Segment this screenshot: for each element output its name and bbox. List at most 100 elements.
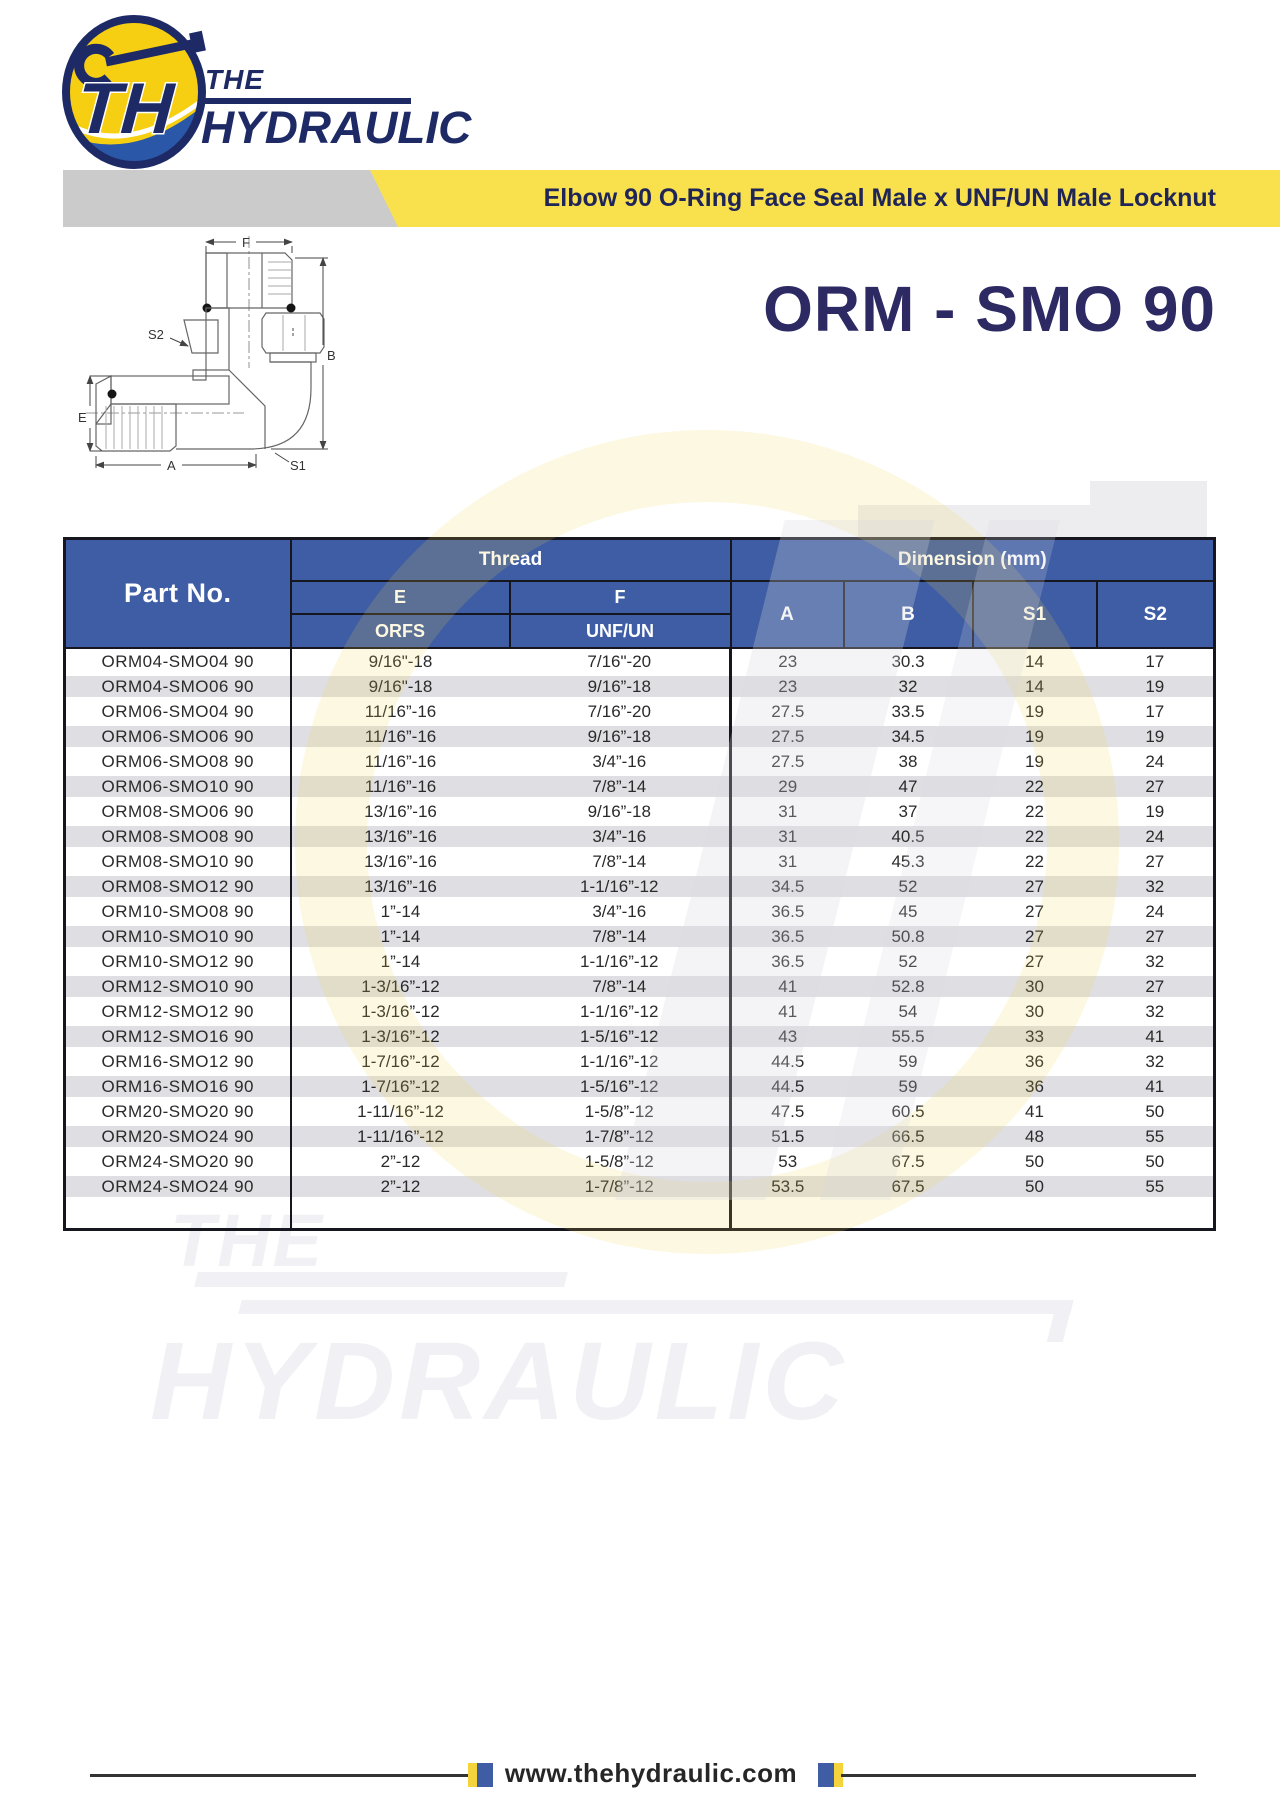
table-cell: 1-5/8”-12 (584, 1151, 654, 1171)
table-cell: 36 (972, 1074, 1097, 1099)
svg-text:TH: TH (74, 69, 177, 149)
table-cell: ORM24-SMO20 90 (101, 1151, 254, 1171)
table-cell: 50 (1145, 1101, 1165, 1121)
table-row: ORM06-SMO06 90 11/16”-16 9/16”-18 27.5 34.5 1… (64, 724, 1215, 749)
table-cell: 19 (972, 724, 1097, 749)
table-cell (973, 1199, 1097, 1230)
table-cell: 41 (729, 999, 844, 1024)
product-description-title: Elbow 90 O-Ring Face Seal Male x UNF/UN … (543, 184, 1216, 212)
table-cell: ORM10-SMO10 90 (64, 924, 291, 949)
watermark-shape (858, 505, 1207, 537)
col-header-s1: S1 (971, 580, 1098, 649)
table-cell: 52.8 (843, 974, 973, 999)
table-cell: 1-7/16”-12 (289, 1074, 510, 1099)
table-cell: 9/16”-18 (509, 674, 731, 699)
table-cell: 32 (1145, 951, 1165, 971)
footer-marker-yellow (468, 1763, 477, 1787)
parts-table-wrap: Part No. Thread Dimension (mm) E F A B S… (63, 537, 1217, 1231)
wrench-icon (74, 30, 206, 88)
table-cell: 27 (1025, 951, 1044, 971)
table-cell: 1-7/8”-12 (509, 1124, 731, 1149)
table-cell: 1”-14 (289, 949, 510, 974)
table-cell: 47 (843, 774, 973, 799)
watermark-shape (1090, 481, 1207, 505)
table-cell: 24 (1145, 751, 1165, 771)
table-cell: 7/16”-20 (587, 701, 651, 721)
table-cell: 44.5 (729, 1049, 844, 1074)
table-cell: 50 (972, 1174, 1097, 1199)
table-cell: 1-7/16”-12 (289, 1049, 510, 1074)
table-cell: 2”-12 (289, 1174, 510, 1199)
table-cell: ORM08-SMO10 90 (101, 851, 254, 871)
table-cell: 32 (1145, 1001, 1165, 1021)
table-cell: 17 (1145, 701, 1165, 721)
table-row: ORM10-SMO12 90 1”-14 1-1/16”-12 36.5 52 27 32 (65, 949, 1215, 974)
table-cell: ORM06-SMO08 90 (101, 751, 254, 771)
table-cell: 7/16"-20 (587, 651, 652, 671)
table-row: ORM24-SMO24 90 2”-12 1-7/8”-12 53.5 67.5 50 55 (64, 1174, 1215, 1199)
table-cell: ORM04-SMO04 90 (101, 651, 254, 671)
dim-label-a: A (167, 458, 176, 473)
table-row: ORM06-SMO04 90 11/16”-16 7/16”-20 27.5 33.5 1… (65, 699, 1215, 724)
table-cell: 36.5 (729, 899, 844, 924)
table-cell: 50 (1145, 1151, 1165, 1171)
website-url: www.thehydraulic.com (504, 1758, 798, 1788)
table-cell: 43 (729, 1024, 844, 1049)
table-row: ORM12-SMO16 90 1-3/16”-12 1-5/16”-12 43 55.5… (64, 1024, 1215, 1049)
table-cell: 37 (898, 801, 918, 821)
table-cell: 51.5 (729, 1124, 844, 1149)
table-cell: ORM16-SMO12 90 (101, 1051, 254, 1071)
table-cell (729, 1199, 844, 1230)
table-cell: 31 (729, 799, 844, 824)
table-cell: 53 (729, 1149, 844, 1174)
table-cell: ORM16-SMO16 90 (64, 1074, 291, 1099)
model-number-title: ORM - SMO 90 (763, 273, 1216, 345)
footer-marker-blue (818, 1763, 834, 1787)
table-cell: 1-11/16”-12 (289, 1124, 510, 1149)
table-cell: 11/16”-16 (289, 724, 510, 749)
table-cell: 1-5/16”-12 (509, 1074, 731, 1099)
table-cell: 34.5 (729, 874, 844, 899)
table-cell: 30.3 (891, 651, 925, 671)
table-cell: 1-5/8”-12 (584, 1101, 654, 1121)
table-cell: 50.8 (843, 924, 973, 949)
table-cell: ORM08-SMO08 90 (64, 824, 291, 849)
table-cell: ORM08-SMO12 90 (64, 874, 291, 899)
logo-text-hydraulic: HYDRAULIC (201, 102, 472, 153)
table-cell: 29 (729, 774, 844, 799)
table-cell: 27 (972, 924, 1097, 949)
table-cell: ORM12-SMO12 90 (101, 1001, 254, 1021)
table-row: ORM04-SMO04 90 9/16"-18 7/16"-20 23 30.3 14 17 (65, 648, 1215, 674)
table-cell: 13/16”-16 (289, 874, 510, 899)
table-cell: 33.5 (891, 701, 925, 721)
table-cell: 1-3/16”-12 (289, 974, 510, 999)
col-header-b: B (842, 580, 974, 649)
table-cell: 19 (1145, 801, 1165, 821)
table-cell: 54 (898, 1001, 918, 1021)
table-cell: 32 (843, 674, 973, 699)
col-header-part-no: Part No. (63, 537, 292, 649)
table-cell: 31 (729, 849, 844, 874)
table-cell: ORM06-SMO06 90 (64, 724, 291, 749)
watermark-bar (238, 1300, 1074, 1314)
table-cell: 22 (1025, 851, 1044, 871)
col-header-s2: S2 (1095, 580, 1216, 649)
table-cell: 52 (898, 951, 918, 971)
table-row: ORM10-SMO08 90 1”-14 3/4”-16 36.5 45 27 24 (65, 899, 1215, 924)
table-cell: 14 (1025, 651, 1044, 671)
footer-rule-left (90, 1774, 468, 1777)
table-cell: 3/4”-16 (592, 751, 647, 771)
table-cell: 27.5 (729, 699, 844, 724)
watermark-bar (194, 1272, 568, 1287)
table-cell: 32 (1096, 874, 1215, 899)
table-cell: 40.5 (843, 824, 973, 849)
table-cell: 7/8”-14 (509, 774, 731, 799)
table-row: ORM04-SMO06 90 9/16"-18 9/16”-18 23 32 14 19 (64, 674, 1215, 699)
table-cell: ORM20-SMO24 90 (64, 1124, 291, 1149)
table-cell: 59 (843, 1074, 973, 1099)
parts-table: Part No. Thread Dimension (mm) E F A B S… (63, 537, 1217, 1231)
table-cell: 41 (1096, 1024, 1215, 1049)
table-row: ORM06-SMO08 90 11/16”-16 3/4”-16 27.5 38 19 24 (65, 749, 1215, 774)
logo-text-the: THE (205, 64, 264, 95)
table-cell: ORM04-SMO06 90 (64, 674, 291, 699)
